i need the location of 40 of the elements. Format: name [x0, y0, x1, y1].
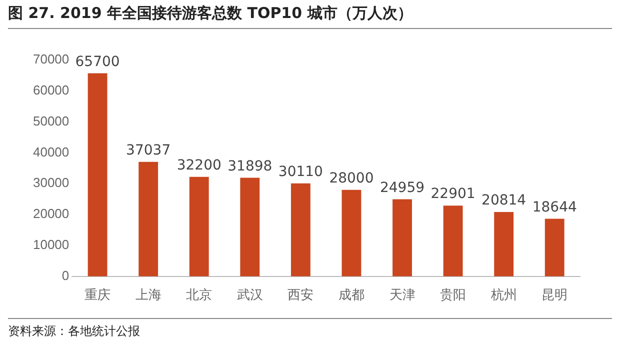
bar [240, 178, 260, 276]
x-tick-label: 西安 [288, 286, 314, 302]
x-tick-label: 贵阳 [440, 286, 466, 302]
data-label: 31898 [228, 158, 272, 174]
y-tick-label: 0 [62, 268, 70, 283]
chart-title: 图 27. 2019 年全国接待游客总数 TOP10 城市（万人次） [8, 4, 612, 29]
data-label: 24959 [380, 180, 425, 196]
bar [494, 212, 514, 276]
x-tick-label: 昆明 [542, 286, 568, 302]
y-tick-label: 60000 [32, 82, 70, 98]
y-tick-label: 20000 [32, 206, 70, 222]
data-label: 37037 [126, 142, 171, 159]
bar [443, 206, 463, 276]
text: 资料来源：各地统计公报 [8, 318, 612, 340]
bar [189, 176, 209, 276]
x-tick-label: 天津 [389, 286, 416, 302]
data-label: 65700 [75, 54, 120, 70]
y-tick-label: 50000 [32, 113, 70, 128]
data-label: 32200 [176, 157, 222, 174]
x-tick-label: 北京 [186, 286, 212, 302]
data-label: 30110 [278, 164, 323, 180]
x-tick-label: 武汉 [236, 286, 263, 302]
x-tick-label: 重庆 [84, 286, 111, 302]
x-tick-label: 上海 [135, 286, 162, 302]
data-label: 22901 [430, 186, 476, 202]
data-label: 20814 [482, 192, 526, 209]
x-tick-label: 成都 [338, 286, 364, 302]
data-label: 28000 [329, 170, 374, 186]
x-tick-label: 杭州 [490, 286, 517, 302]
y-tick-label: 40000 [32, 144, 70, 160]
data-label: 18644 [532, 199, 577, 216]
bar [392, 199, 412, 276]
bar [138, 162, 158, 276]
y-tick-label: 70000 [32, 52, 70, 67]
bar [342, 190, 362, 276]
bar [544, 218, 564, 276]
bar [88, 73, 108, 276]
bar [290, 183, 310, 276]
y-tick-label: 30000 [32, 175, 70, 190]
y-tick-label: 10000 [32, 237, 70, 252]
